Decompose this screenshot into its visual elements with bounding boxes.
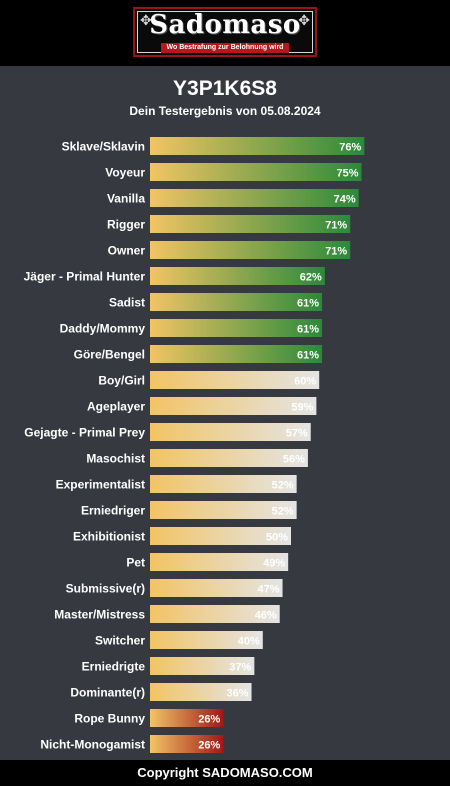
result-bar <box>150 423 311 441</box>
bar-value-label: 37% <box>229 662 251 674</box>
bar-category-label: Rigger <box>107 218 145 232</box>
bar-value-label: 56% <box>283 454 305 466</box>
bar-category-label: Owner <box>108 244 146 258</box>
bar-value-label: 74% <box>334 194 356 206</box>
bar-value-label: 47% <box>258 584 280 596</box>
result-bar <box>150 319 323 337</box>
bar-value-label: 57% <box>286 428 308 440</box>
bar-value-label: 61% <box>297 350 319 362</box>
result-bar <box>150 293 323 311</box>
footer-bar: Copyright SADOMASO.COM <box>0 760 450 786</box>
bar-category-label: Sklave/Sklavin <box>62 140 145 154</box>
bar-category-label: Master/Mistress <box>54 608 145 622</box>
bar-category-label: Boy/Girl <box>98 374 145 388</box>
header-bar: ✥ ✥ Sadomaso Wo Bestrafung zur Belohnung… <box>0 0 450 66</box>
logo-title: Sadomaso <box>149 10 301 40</box>
result-bar <box>150 735 224 753</box>
bar-value-label: 26% <box>198 714 220 726</box>
bar-category-label: Gejagte - Primal Prey <box>24 426 145 440</box>
bar-value-label: 59% <box>291 402 313 414</box>
bar-category-label: Erniedrigte <box>82 660 146 674</box>
bar-category-label: Submissive(r) <box>66 582 145 596</box>
bar-category-label: Voyeur <box>105 166 145 180</box>
result-bar <box>150 163 362 181</box>
bar-category-label: Erniedriger <box>81 504 145 518</box>
bar-value-label: 61% <box>297 298 319 310</box>
result-bar <box>150 501 297 519</box>
bar-value-label: 61% <box>297 324 319 336</box>
bar-category-label: Rope Bunny <box>74 712 145 726</box>
bar-category-label: Sadist <box>109 296 145 310</box>
result-bar <box>150 397 317 415</box>
bar-category-label: Ageplayer <box>87 400 145 414</box>
bar-value-label: 71% <box>325 246 347 258</box>
bar-value-label: 40% <box>238 636 260 648</box>
bar-value-label: 75% <box>336 168 358 180</box>
bar-category-label: Vanilla <box>107 192 145 206</box>
result-bar <box>150 449 308 467</box>
bar-value-label: 50% <box>266 532 288 544</box>
bar-category-label: Jäger - Primal Hunter <box>24 270 146 284</box>
result-bar <box>150 345 323 363</box>
bar-value-label: 62% <box>300 272 322 284</box>
bar-category-label: Exhibitionist <box>73 530 145 544</box>
page-title: Y3P1K6S8 <box>173 77 277 100</box>
bar-category-label: Experimentalist <box>56 478 145 492</box>
logo-ornament-right-icon: ✥ <box>298 13 310 29</box>
result-bar <box>150 215 351 233</box>
bar-value-label: 60% <box>294 376 316 388</box>
bar-value-label: 46% <box>255 610 277 622</box>
bar-category-label: Daddy/Mommy <box>60 322 146 336</box>
result-bar <box>150 137 365 155</box>
bar-value-label: 76% <box>339 142 361 154</box>
result-bar <box>150 527 291 545</box>
page-subtitle: Dein Testergebnis von 05.08.2024 <box>129 104 321 118</box>
result-bar <box>150 683 252 701</box>
bar-category-label: Masochist <box>86 452 145 466</box>
site-logo[interactable]: ✥ ✥ Sadomaso Wo Bestrafung zur Belohnung… <box>133 7 317 57</box>
bar-value-label: 49% <box>263 558 285 570</box>
footer-copyright: Copyright SADOMASO.COM <box>137 765 313 780</box>
bar-value-label: 26% <box>198 740 220 752</box>
bar-category-label: Dominante(r) <box>70 686 145 700</box>
bar-category-label: Göre/Bengel <box>74 348 145 362</box>
bar-value-label: 52% <box>272 506 294 518</box>
bar-category-label: Nicht-Monogamist <box>40 738 145 752</box>
bar-value-label: 36% <box>226 688 248 700</box>
result-bar <box>150 475 297 493</box>
result-bar <box>150 631 263 649</box>
result-bar <box>150 553 289 571</box>
bar-value-label: 52% <box>272 480 294 492</box>
result-bar <box>150 267 325 285</box>
result-bar <box>150 189 359 207</box>
bar-category-label: Pet <box>126 556 145 570</box>
result-bar <box>150 605 280 623</box>
bar-value-label: 71% <box>325 220 347 232</box>
result-bar <box>150 657 255 675</box>
result-bar <box>150 371 320 389</box>
logo-tagline: Wo Bestrafung zur Belohnung wird <box>161 43 289 53</box>
logo-ornament-left-icon: ✥ <box>140 13 152 29</box>
result-bar <box>150 709 224 727</box>
bar-category-label: Switcher <box>95 634 145 648</box>
result-bar <box>150 579 283 597</box>
result-bar <box>150 241 351 259</box>
